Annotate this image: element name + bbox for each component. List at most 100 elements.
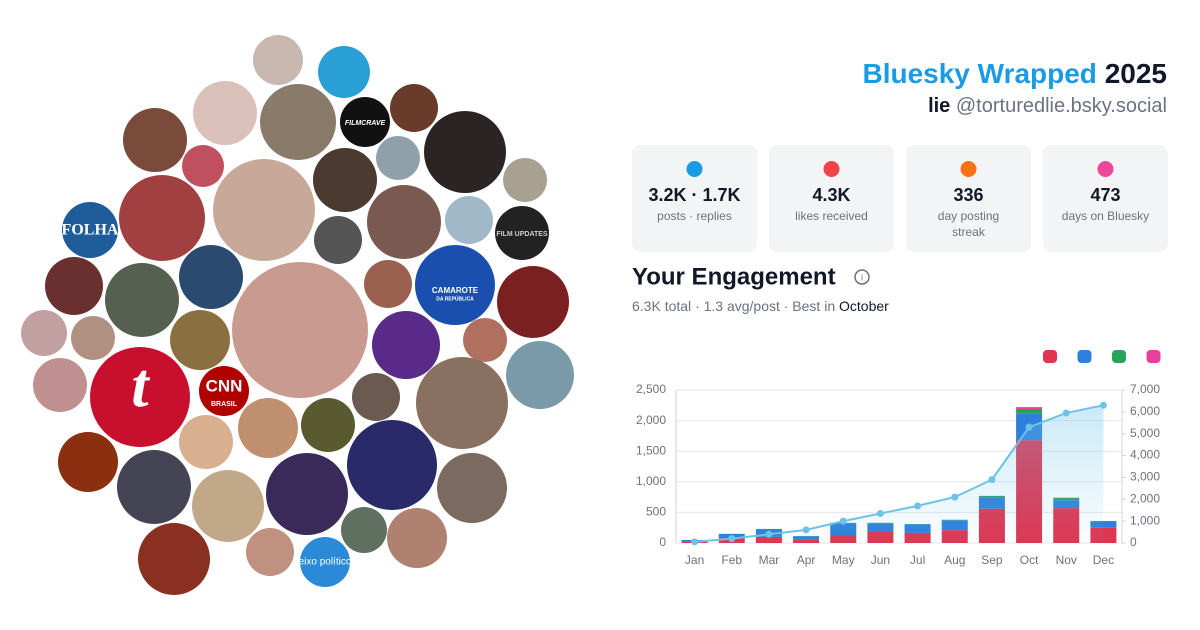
avatar[interactable]: [416, 357, 508, 449]
avatar[interactable]: [170, 310, 230, 370]
avatar[interactable]: [33, 358, 87, 412]
stat-label: days on Bluesky: [1062, 209, 1149, 223]
y2-tick-label: 2,000: [1130, 491, 1160, 505]
avatar-label: FOLHA: [62, 222, 119, 239]
bar-segment: [1016, 407, 1043, 409]
y-tick-label: 500: [646, 505, 666, 519]
avatar[interactable]: [123, 108, 187, 172]
avatar[interactable]: [497, 266, 569, 338]
avatar[interactable]: [314, 216, 362, 264]
avatar[interactable]: [213, 159, 315, 261]
avatar[interactable]: [503, 158, 547, 202]
y2-tick-label: 0: [1130, 535, 1137, 549]
avatar[interactable]: [179, 415, 233, 469]
cumulative-point: [876, 509, 884, 517]
avatar[interactable]: [437, 453, 507, 523]
legend-icon[interactable]: [1043, 350, 1057, 363]
avatar[interactable]: [138, 523, 210, 595]
avatar[interactable]: [238, 398, 298, 458]
stat-value: 4.3K: [812, 185, 850, 205]
avatar[interactable]: [182, 145, 224, 187]
avatar[interactable]: [266, 453, 348, 535]
title: Bluesky Wrapped 2025: [862, 58, 1167, 89]
avatar[interactable]: [246, 528, 294, 576]
y-tick-label: 0: [659, 535, 666, 549]
avatar[interactable]: [415, 245, 495, 325]
avatar[interactable]: [445, 196, 493, 244]
section-title: Your Engagement: [632, 263, 836, 290]
cumulative-point: [914, 502, 922, 510]
cumulative-point: [1062, 409, 1070, 417]
cumulative-point: [951, 493, 959, 501]
avatar[interactable]: [364, 260, 412, 308]
avatar[interactable]: [62, 202, 118, 258]
handle: @torturedlie.bsky.social: [956, 95, 1167, 117]
x-tick-label: Oct: [1020, 553, 1039, 567]
cumulative-point: [802, 526, 810, 534]
stat-label-line: day posting: [938, 209, 999, 223]
avatar[interactable]: [260, 84, 336, 160]
x-tick-label: Jul: [910, 553, 925, 567]
avatar[interactable]: [341, 507, 387, 553]
y2-tick-label: 7,000: [1130, 382, 1160, 396]
stat-label-line: streak: [952, 225, 986, 239]
x-tick-label: Jun: [871, 553, 890, 567]
avatar[interactable]: [387, 508, 447, 568]
engagement-chart: 0 500 1,000 1,500 2,000 2,500 0 1,000 2,000 3,000…: [636, 350, 1161, 567]
avatar[interactable]: [495, 206, 549, 260]
avatar[interactable]: [301, 398, 355, 452]
avatar-label: t: [131, 352, 150, 420]
avatar[interactable]: [340, 97, 390, 147]
avatar[interactable]: [300, 537, 350, 587]
avatar[interactable]: [21, 310, 67, 356]
y-tick-label: 1,000: [636, 474, 666, 488]
stat-card: [632, 145, 757, 252]
avatar[interactable]: [199, 366, 249, 416]
avatar[interactable]: [463, 318, 507, 362]
y2-tick-label: 1,000: [1130, 513, 1160, 527]
avatar-label: FILM UPDATES: [496, 231, 548, 238]
stat-card: [906, 145, 1031, 252]
avatar[interactable]: [367, 185, 441, 259]
avatar[interactable]: [313, 148, 377, 212]
avatar[interactable]: [424, 111, 506, 193]
summary: 6.3K total · 1.3 avg/post · Best in Octo…: [632, 298, 889, 314]
stat-cards: 3.2K · 1.7K posts · replies 4.3K likes rece…: [632, 145, 1168, 252]
avatar[interactable]: [117, 450, 191, 524]
legend-icon[interactable]: [1146, 350, 1161, 363]
stat-value: 473: [1090, 185, 1120, 205]
stat-label: posts · replies: [657, 209, 732, 223]
avatar[interactable]: [192, 470, 264, 542]
avatar-label: DA REPÚBLICA: [436, 295, 474, 302]
legend-icon[interactable]: [1112, 350, 1126, 363]
avatar[interactable]: [179, 245, 243, 309]
x-tick-label: Aug: [944, 553, 965, 567]
legend-icon[interactable]: [1077, 350, 1092, 363]
avatar[interactable]: [90, 347, 190, 447]
avatar[interactable]: [506, 341, 574, 409]
y2-tick-label: 6,000: [1130, 404, 1160, 418]
stat-icon: [823, 161, 840, 177]
cumulative-point: [728, 535, 736, 543]
avatar[interactable]: [352, 373, 400, 421]
avatar[interactable]: [71, 316, 115, 360]
info-icon[interactable]: [854, 269, 870, 285]
avatar[interactable]: [253, 35, 303, 85]
y2-tick-label: 5,000: [1130, 426, 1160, 440]
avatar[interactable]: [45, 257, 103, 315]
avatar[interactable]: [58, 432, 118, 492]
avatar[interactable]: [372, 311, 440, 379]
avatar[interactable]: [193, 81, 257, 145]
avatar[interactable]: [318, 46, 370, 98]
handle-line: lie @torturedlie.bsky.social: [928, 95, 1167, 117]
avatar[interactable]: [119, 175, 205, 261]
stat-icon: [1097, 161, 1114, 177]
avatar[interactable]: [347, 420, 437, 510]
avatar[interactable]: [376, 136, 420, 180]
avatar[interactable]: [390, 84, 438, 132]
x-tick-label: Feb: [721, 553, 742, 567]
avatar[interactable]: [232, 262, 368, 398]
cumulative-point: [839, 517, 847, 525]
avatar[interactable]: [105, 263, 179, 337]
